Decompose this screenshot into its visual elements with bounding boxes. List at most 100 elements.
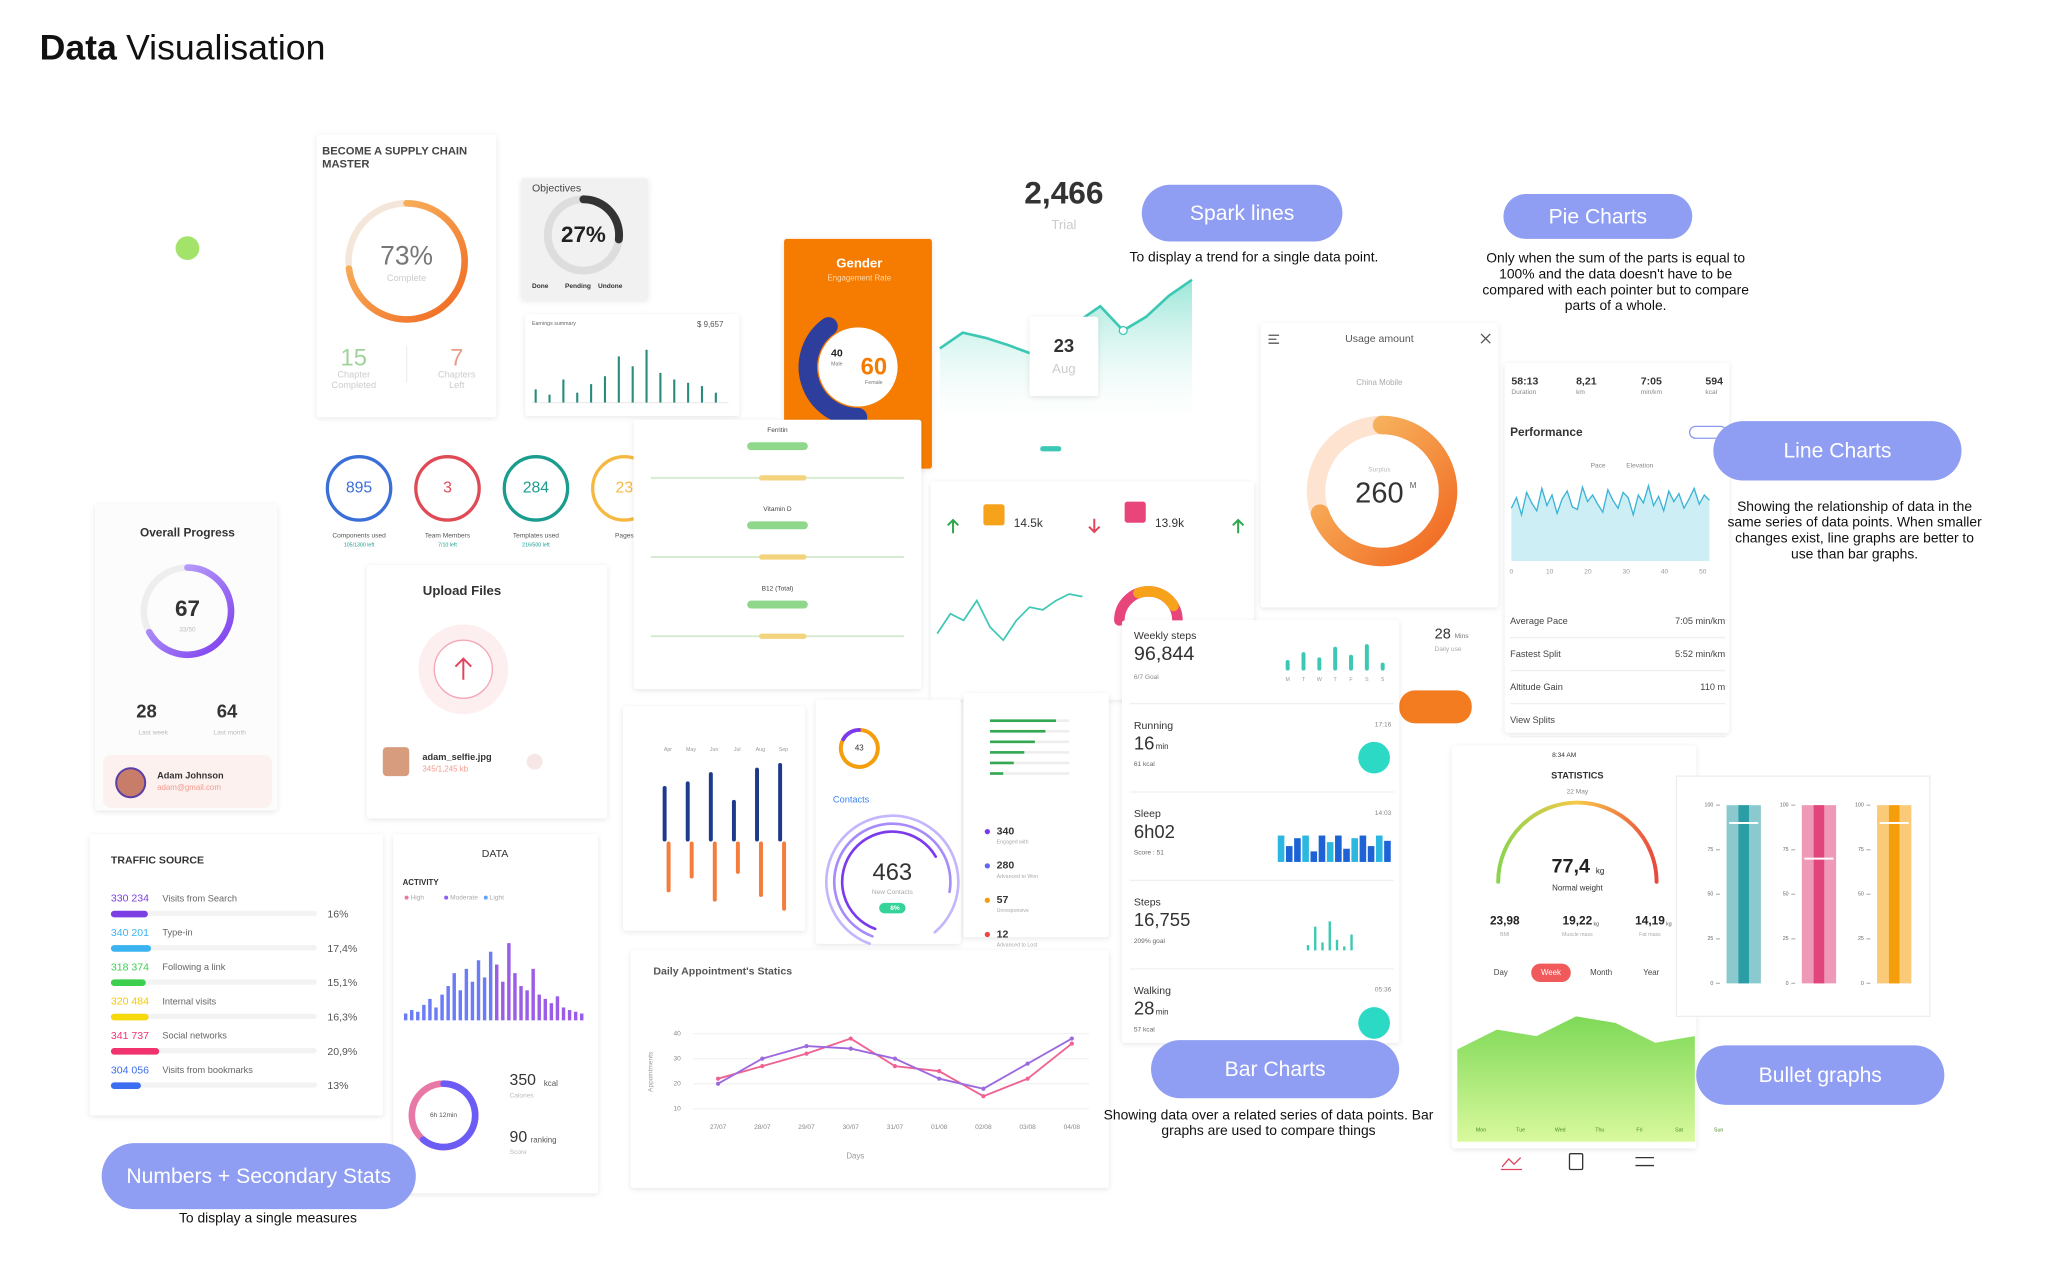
label: 895 [346,480,373,497]
bar [495,964,499,1021]
card-title-box: BECOME A SUPPLY CHAIN MASTER [322,145,467,169]
cta [1399,690,1472,724]
description: Only when the sum of the parts is equal … [1482,250,1749,315]
bar [708,772,713,842]
description-box: Showing the relationship of data in the … [1727,499,1981,563]
label: 105/1300 left [344,543,375,549]
label: 28 [136,701,157,722]
progress-arc [345,199,468,323]
dot [984,828,991,835]
bar [1335,939,1339,951]
bar [410,1010,414,1021]
card [815,699,961,944]
label: Year [1643,968,1659,977]
page-title: Data [40,28,118,68]
label: Average Pace [1510,616,1568,626]
bar [573,1011,578,1021]
label: 0 [1861,981,1864,987]
bar [416,1011,420,1021]
card [89,834,383,1116]
bar [645,349,648,403]
label: Last week [138,729,168,736]
label: 75 [1707,847,1713,853]
bar [561,1007,566,1021]
label: 30 [1623,568,1631,575]
label: 345/1,245 kb [422,765,468,774]
label: S [1381,677,1385,683]
label: View Splits [1510,715,1555,725]
label: 57 [997,894,1009,906]
label: Done [532,283,549,290]
label: China Mobile [1356,378,1403,387]
label: Day [1494,968,1508,977]
callout-pill [1151,1040,1400,1099]
share-bar [110,1013,149,1021]
label: Gender [836,255,882,270]
bar [1301,652,1306,671]
bar [1294,838,1301,862]
label: 20 [674,1080,682,1087]
bar [735,841,740,874]
label: Score [510,1149,528,1156]
rating-bar [990,772,1004,775]
bar [782,841,787,911]
progress-arc [145,564,235,658]
label: Moderate [450,894,478,901]
label: 330 234 [111,893,149,905]
measure [1813,805,1825,984]
point [715,1076,721,1081]
card [963,692,1109,938]
label: 28 [1435,627,1451,643]
card [521,178,649,300]
label: Engagement Rate [827,274,891,283]
bar [1310,851,1318,862]
bar [470,981,475,1021]
label: $ 9,657 [697,320,723,329]
bar [1380,662,1385,671]
callout-label: Bullet graphs [1759,1064,1882,1087]
icon [1568,1152,1584,1171]
track [110,979,317,985]
share-bar [110,1048,160,1055]
label: min [1156,742,1169,751]
bar [1351,838,1359,862]
label: 7:05 min/km [1675,616,1726,626]
label: Weekly steps [1134,630,1197,642]
label: Advanced to Lost [997,942,1038,948]
label: S [1365,677,1369,683]
inner [818,327,898,407]
label: Internal visits [162,996,216,1006]
label: DATA [482,848,510,860]
label: Pace [1591,463,1606,470]
bar [464,968,469,1021]
label: Fri [1636,1127,1642,1133]
caption-box: Chapter Completed [331,371,376,391]
bar [576,392,579,403]
share-bar [110,979,146,987]
label: TRAFFIC SOURCE [111,854,204,866]
point [848,1046,853,1051]
label: Muscle mass [1562,932,1593,938]
label: 75 [1858,847,1864,853]
bar [1321,942,1324,951]
bar [434,1007,438,1021]
point [848,1036,853,1041]
bar [1328,921,1331,951]
label: May [686,747,696,753]
label: 340 201 [111,927,149,939]
bar [1367,846,1375,862]
bar [476,960,481,1021]
rating-track [990,772,1070,775]
label: Trial [1051,217,1076,232]
label: 25 [1707,936,1713,942]
label: 463 [873,859,913,886]
label: Sleep [1134,808,1161,820]
bar [519,986,523,1021]
bar [1335,835,1342,862]
contact-arc [840,830,938,931]
point [760,1056,765,1061]
bar [687,382,690,403]
label: 14:03 [1375,810,1392,817]
label: 6/7 Goal [1134,674,1159,681]
caption: Chapters Left [437,370,476,391]
